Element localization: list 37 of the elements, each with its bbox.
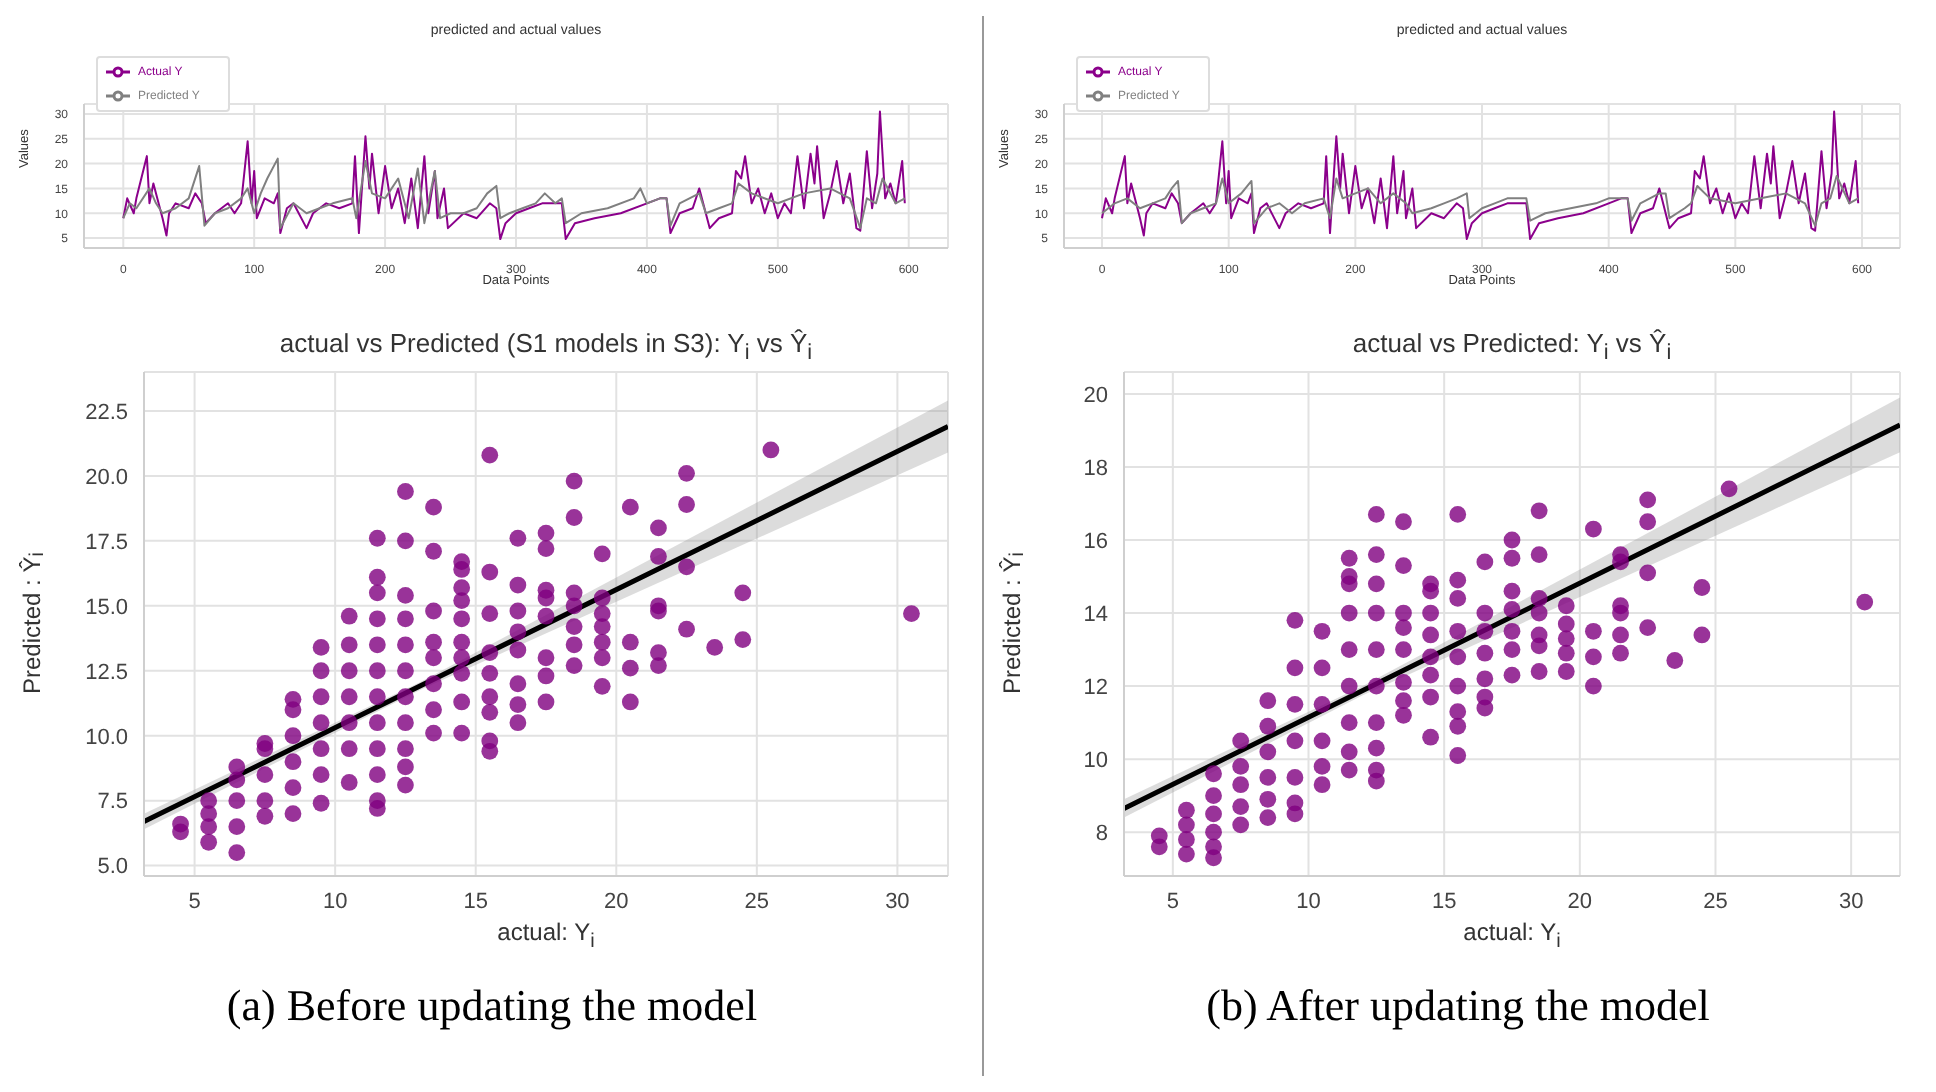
text: (a) Before updating the model (224, 980, 760, 1032)
chart-title: actual vs Predicted (S1 models in S3): Y$_{i}$ vs Ŷ$_{i}$ (277, 326, 815, 370)
line-series (1101, 110, 1860, 241)
text: (b) After updating the model (1204, 980, 1712, 1032)
y-tick-label: 10 (1083, 748, 1108, 773)
y-tick-label: 15.0 (85, 595, 128, 620)
y-tick-label: 12.5 (85, 660, 128, 685)
line-series (1101, 175, 1860, 227)
x-tick-label: 25 (744, 889, 770, 914)
x-tick-label: 30 (885, 889, 910, 914)
y-tick-label: 16 (1083, 529, 1108, 554)
x-tick-label: 5 (188, 889, 201, 914)
line-series (122, 110, 906, 241)
y-tick-label: 20.0 (85, 465, 128, 490)
y-tick-label: 7.5 (97, 790, 128, 815)
x-tick-label: 10 (1296, 889, 1321, 914)
line-series (122, 157, 906, 230)
y-tick-label: 8 (1095, 821, 1108, 846)
y-tick-label: 22.5 (85, 400, 128, 425)
x-axis-title: actual: Y$_{i}$ (495, 918, 597, 953)
chart-title: actual vs Predicted: Y$_{i}$ vs Ŷ$_{i}$ (1350, 326, 1674, 370)
x-tick-label: 15 (463, 889, 488, 914)
y-tick-label: 10.0 (85, 725, 128, 750)
y-tick-label: 18 (1083, 456, 1108, 481)
y-tick-label: 20 (1083, 383, 1108, 408)
x-tick-label: 15 (1431, 889, 1457, 914)
y-tick-label: 5.0 (97, 855, 128, 880)
x-tick-label: 30 (1838, 889, 1864, 914)
y-tick-label: 14 (1083, 602, 1108, 627)
x-tick-label: 10 (322, 889, 348, 914)
x-tick-label: 20 (1567, 889, 1593, 914)
y-tick-label: 17.5 (85, 530, 128, 555)
x-tick-label: 5 (1166, 889, 1179, 914)
x-tick-label: 20 (604, 889, 629, 914)
y-tick-label: 12 (1083, 675, 1108, 700)
x-axis-title: actual: Y$_{i}$ (1461, 918, 1563, 953)
x-tick-label: 25 (1703, 889, 1728, 914)
